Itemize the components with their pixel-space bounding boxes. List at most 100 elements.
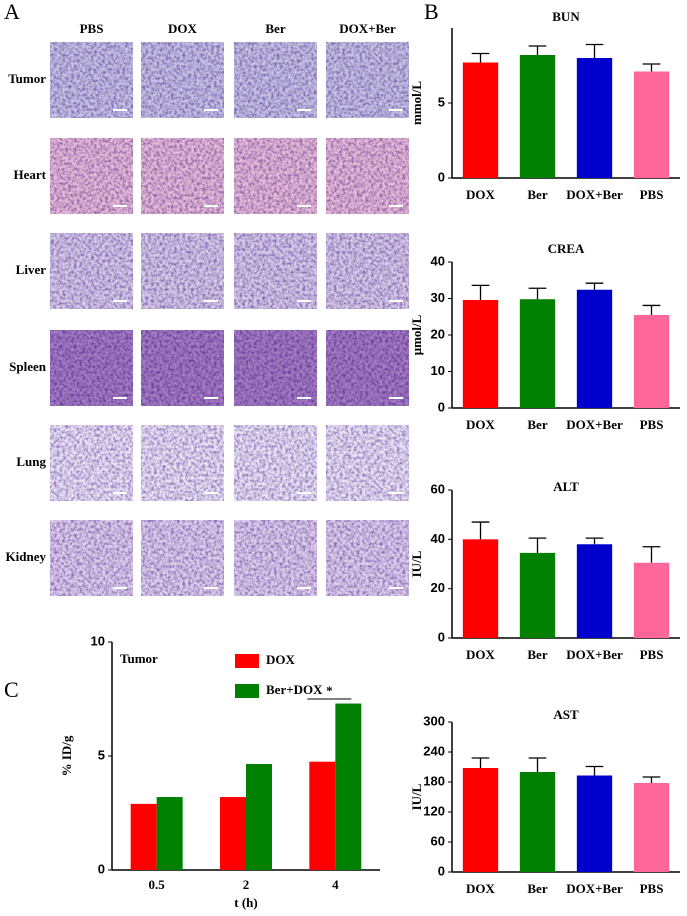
y-tick-label: 0 [438,399,445,414]
bar [156,797,183,870]
y-tick-label: 300 [423,713,445,728]
row-label: Kidney [6,549,47,564]
bar [576,775,613,872]
x-tick-label: PBS [640,187,664,202]
x-tick-label: PBS [640,881,664,896]
bar [519,772,556,872]
bar [633,562,670,638]
y-tick-label: 0 [438,629,445,644]
column-label: DOX+Ber [339,21,396,36]
legend-label: Ber+DOX [266,682,323,697]
y-tick-label: 120 [423,803,445,818]
y-tick-label: 60 [431,481,445,496]
y-tick-label: 40 [431,531,445,546]
histology-image [234,233,317,309]
panel-letter: C [4,677,19,702]
histology-image [326,42,409,118]
chart-title: CREA [548,241,585,256]
column-label: DOX [168,21,198,36]
x-tick-label: 0.5 [149,877,166,892]
y-axis-label: % ID/g [59,735,74,776]
column-label: PBS [80,21,104,36]
histology-image [141,233,224,309]
y-tick-label: 20 [431,580,445,595]
legend-swatch [235,684,259,698]
bar [576,58,613,178]
histology-image [326,330,409,406]
row-label: Lung [16,454,46,469]
histology-image [234,42,317,118]
x-tick-label: 4 [332,877,339,892]
y-tick-label: 20 [431,326,445,341]
bar [220,797,246,870]
annotation: * [326,683,333,698]
bar [633,71,670,178]
histology-image [141,42,224,118]
bar [462,62,499,178]
panel-letter: A [4,0,20,24]
x-tick-label: DOX+Ber [566,881,623,896]
y-tick-label: 240 [423,743,445,758]
histology-image [50,520,133,596]
legend-swatch [235,654,259,668]
bar [519,552,556,638]
bar [335,703,362,870]
bar [309,761,336,870]
panel-letter: B [424,0,439,24]
y-tick-label: 60 [431,833,445,848]
row-label: Tumor [8,71,46,86]
x-tick-label: 2 [243,877,250,892]
row-label: Liver [16,262,47,277]
chart-title: BUN [552,9,580,24]
y-axis-label: μmol/L [409,314,424,355]
histology-image [141,425,224,501]
histology-image [326,520,409,596]
y-tick-label: 180 [423,773,445,788]
histology-image [234,330,317,406]
y-tick-label: 5 [438,94,445,109]
histology-image [234,425,317,501]
y-tick-label: 10 [91,633,105,648]
histology-image [50,233,133,309]
chart-title: ALT [553,479,579,494]
bar [576,544,613,638]
bar [633,314,670,408]
bar [519,299,556,408]
column-label: Ber [265,21,285,36]
bar [633,783,670,872]
y-tick-label: 0 [438,169,445,184]
y-axis-label: mmol/L [409,81,424,125]
histology-image [141,138,224,214]
x-tick-label: PBS [640,647,664,662]
x-tick-label: DOX [466,881,496,896]
bar [462,768,499,872]
x-tick-label: DOX [466,417,496,432]
y-tick-label: 5 [98,747,105,762]
x-tick-label: DOX [466,187,496,202]
histology-image [326,425,409,501]
histology-image [141,520,224,596]
y-axis-label: IU/L [409,783,424,810]
x-tick-label: DOX+Ber [566,187,623,202]
y-tick-label: 10 [431,363,445,378]
x-tick-label: Ber [527,647,547,662]
x-tick-label: Ber [527,417,547,432]
x-tick-label: Ber [527,881,547,896]
legend-label: DOX [266,652,296,667]
chart-title: Tumor [120,651,158,666]
x-tick-label: DOX+Ber [566,417,623,432]
histology-image [50,425,133,501]
histology-image [141,330,224,406]
bar [462,539,499,638]
y-tick-label: 0 [438,863,445,878]
histology-image [326,138,409,214]
x-axis-label: t (h) [234,895,257,910]
x-tick-label: DOX+Ber [566,647,623,662]
bar [519,55,556,178]
chart-title: AST [553,707,579,722]
row-label: Heart [14,167,47,182]
histology-image [50,42,133,118]
bar [576,289,613,408]
